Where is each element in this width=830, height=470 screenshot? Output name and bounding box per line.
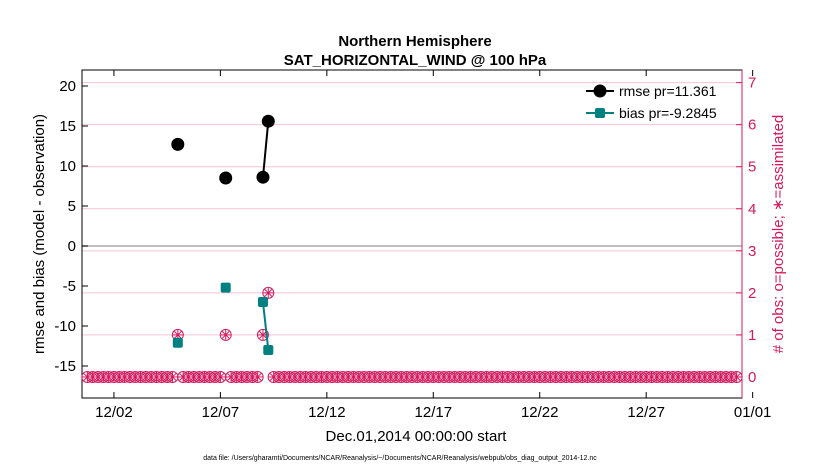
rmse-point <box>261 114 275 128</box>
x-tick-label: 01/01 <box>734 404 772 421</box>
x-tick-label: 12/07 <box>202 404 240 421</box>
obs-assimilated-marker <box>172 329 183 340</box>
legend-rmse-label: rmse pr=11.361 <box>619 83 717 99</box>
x-tick-label: 12/02 <box>95 404 133 421</box>
y-axis-label: rmse and bias (model - observation) <box>31 114 48 354</box>
rmse-point <box>171 137 185 151</box>
bias-point <box>263 345 274 355</box>
y-tick-label: -5 <box>63 278 76 295</box>
obs-assimilated-stroke <box>253 373 262 381</box>
bias-point <box>172 337 183 348</box>
y-tick-label: 10 <box>59 158 76 175</box>
bias-point <box>257 297 268 307</box>
y2-axis-label: # of obs: o=possible; ∗=assimilated <box>770 115 787 354</box>
legend-bias-marker <box>595 108 605 118</box>
obs-possible-marker <box>251 370 264 383</box>
right-axis-gridlines <box>82 82 742 336</box>
data-file-footer: data file: /Users/gharamti/Documents/NCA… <box>203 455 597 462</box>
obs-assimilated-marker <box>167 371 178 382</box>
obs-assimilated-marker <box>263 287 274 298</box>
x-axis-label: Dec.01,2014 00:00:00 start <box>326 428 508 445</box>
obs-possible-marker <box>219 328 232 341</box>
bias-point <box>220 282 231 293</box>
y-tick-label: -15 <box>54 358 76 375</box>
obs-assimilated-stroke <box>264 288 273 297</box>
x-tick-label: 12/27 <box>627 404 665 421</box>
legend: rmse pr=11.361 bias pr=-9.2845 <box>586 83 717 121</box>
y-axis-left: -15 -10 -5 0 5 10 15 20 <box>54 78 88 375</box>
y2-tick-label: 0 <box>748 369 756 386</box>
y2-tick-label: 2 <box>748 285 756 302</box>
obs-assimilated-marker <box>220 329 231 340</box>
obs-assimilated-stroke <box>732 373 741 381</box>
legend-rmse-marker <box>593 84 607 98</box>
y-tick-label: 0 <box>68 238 76 255</box>
obs-assimilated-stroke <box>259 331 267 339</box>
legend-bias-label: bias pr=-9.2845 <box>619 105 717 121</box>
obs-count-markers <box>81 286 743 383</box>
bias-line-segment <box>261 301 270 351</box>
y-tick-label: 15 <box>59 118 76 135</box>
obs-assimilated-stroke <box>173 331 182 339</box>
obs-assimilated-stroke <box>216 373 225 381</box>
obs-assimilated-marker <box>252 371 263 382</box>
y2-tick-label: 4 <box>748 201 756 218</box>
obs-possible-marker <box>262 286 275 299</box>
x-axis: 12/02 12/07 12/12 12/17 12/22 12/27 01/01 <box>95 70 771 421</box>
rmse-line-segment <box>261 121 270 178</box>
y2-tick-label: 3 <box>748 243 756 260</box>
obs-possible-marker <box>256 328 269 341</box>
y2-tick-label: 5 <box>748 159 756 176</box>
obs-assimilated-marker <box>215 371 226 382</box>
y2-tick-label: 7 <box>748 75 756 92</box>
y2-tick-label: 6 <box>748 117 756 134</box>
y-tick-label: -10 <box>54 318 76 335</box>
obs-possible-marker <box>730 370 743 383</box>
chart-subtitle: SAT_HORIZONTAL_WIND @ 100 hPa <box>284 52 547 69</box>
chart-title: Northern Hemisphere <box>338 33 491 50</box>
y2-tick-label: 1 <box>748 327 756 344</box>
series-markers <box>171 114 275 355</box>
obs-assimilated-stroke <box>221 331 230 339</box>
x-tick-label: 12/12 <box>308 404 346 421</box>
rmse-point <box>219 171 233 185</box>
obs-assimilated-marker <box>731 371 742 382</box>
rmse-point <box>256 170 270 184</box>
y-tick-label: 5 <box>68 198 76 215</box>
obs-assimilated-stroke <box>168 373 177 381</box>
y-tick-label: 20 <box>59 78 76 95</box>
y-axis-right: 0 1 2 3 4 5 6 7 <box>736 70 756 398</box>
x-tick-label: 12/17 <box>415 404 453 421</box>
x-tick-label: 12/22 <box>521 404 559 421</box>
